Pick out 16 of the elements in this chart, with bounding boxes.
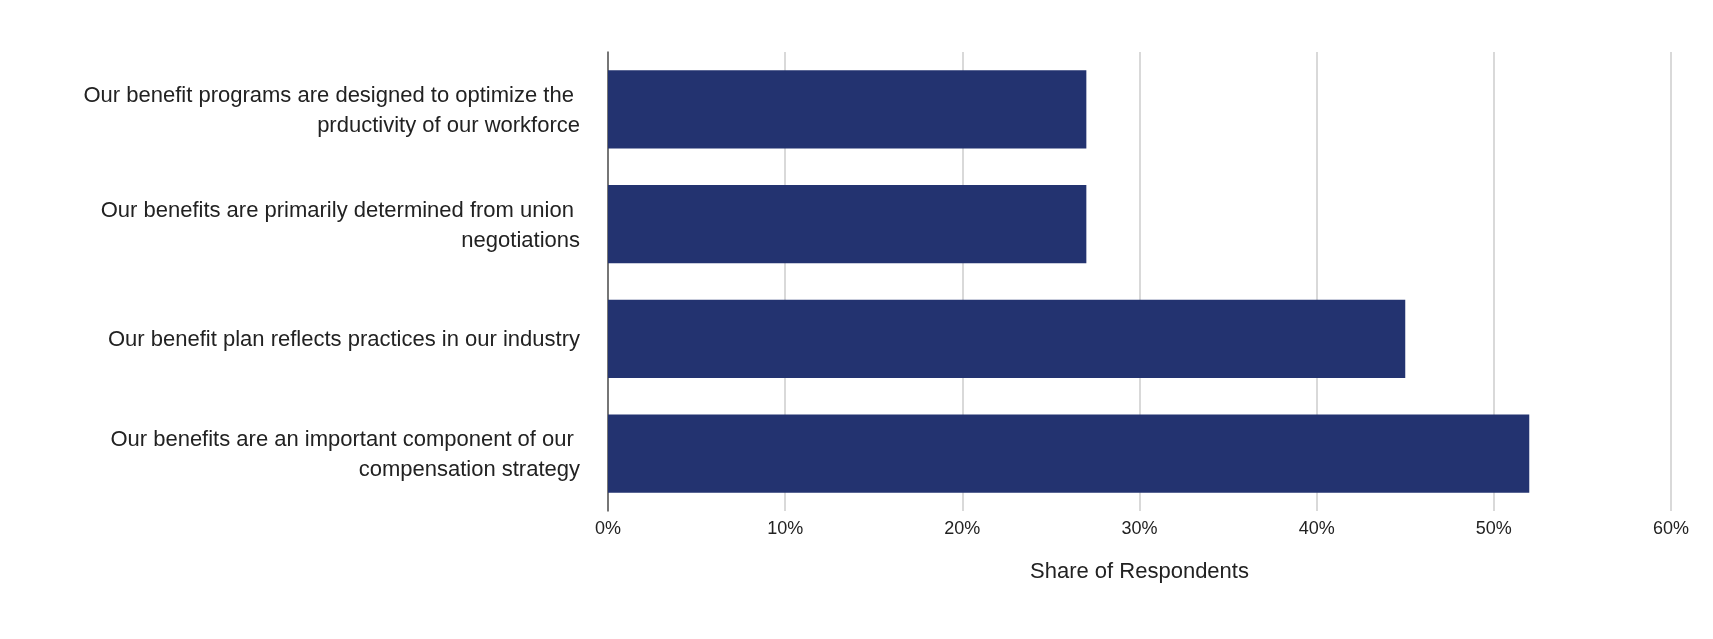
x-tick-label: 10% — [767, 518, 804, 538]
bar — [608, 185, 1087, 264]
x-axis-title: Share of Respondents — [1030, 557, 1249, 583]
y-tick-label: Our benefits are an important component of our compensation strategy — [110, 426, 580, 482]
y-tick-label: Our benefits are primarily determined from union negotiations — [100, 196, 580, 252]
bar — [608, 70, 1087, 149]
x-tick-label: 20% — [944, 518, 981, 538]
bar — [608, 299, 1406, 378]
x-tick-label: 50% — [1475, 518, 1512, 538]
y-tick-label: Our benefit programs are designed to optimize the prductivity of our workforce — [83, 81, 580, 137]
bar — [608, 414, 1530, 493]
x-tick-label: 0% — [594, 518, 622, 538]
x-tick-label: 40% — [1298, 518, 1335, 538]
x-tick-label: 60% — [1652, 518, 1690, 538]
y-tick-label: Our benefit plan reflects practices in our industry — [107, 326, 580, 352]
x-tick-label: 30% — [1121, 518, 1158, 538]
